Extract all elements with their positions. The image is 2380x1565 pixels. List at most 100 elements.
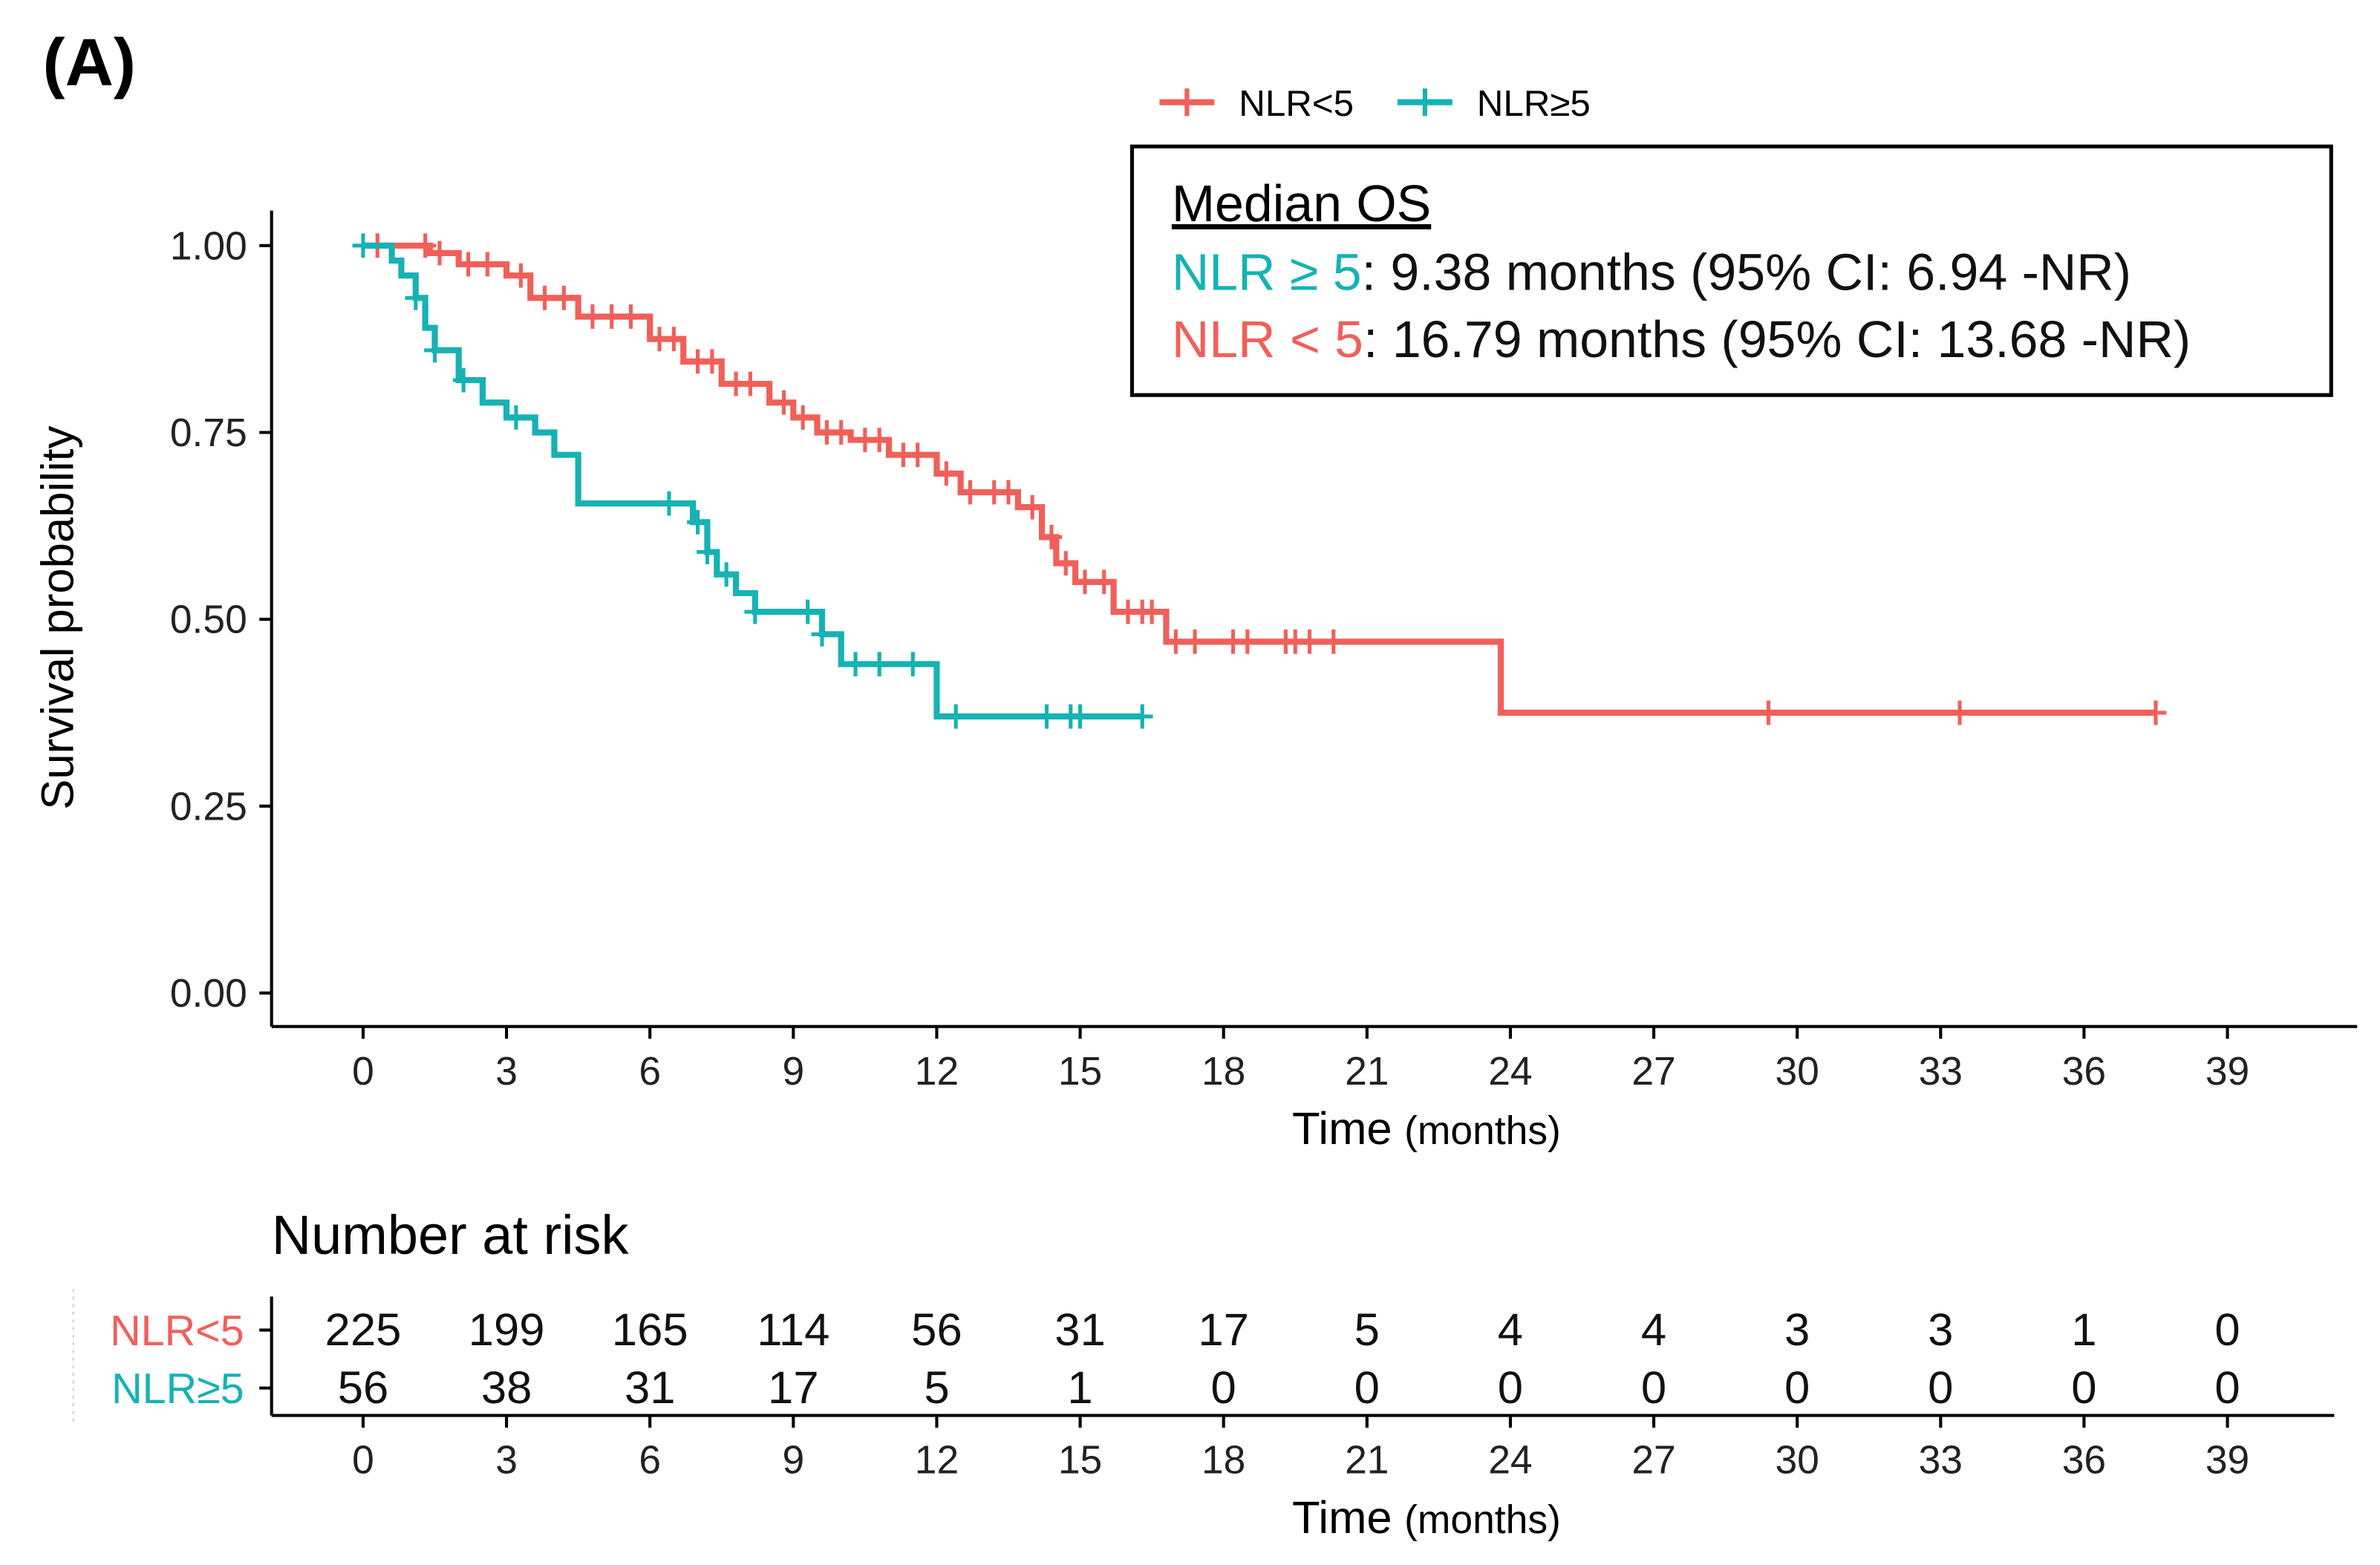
risk-value-nlr-ge5: 0 bbox=[1354, 1362, 1380, 1414]
x-tick-label: 30 bbox=[1775, 1050, 1819, 1094]
x-tick-label: 0 bbox=[352, 1050, 374, 1094]
censor-mark-nlr-lt5 bbox=[1299, 629, 1320, 654]
censor-mark-nlr-lt5 bbox=[868, 428, 890, 452]
risk-x-tick-label: 39 bbox=[2205, 1439, 2249, 1483]
risk-value-nlr-ge5: 56 bbox=[338, 1362, 389, 1414]
y-tick-label: 0.25 bbox=[170, 785, 247, 829]
censor-mark-nlr-lt5 bbox=[773, 390, 795, 415]
censor-mark-nlr-ge5 bbox=[902, 652, 924, 677]
censor-mark-nlr-lt5 bbox=[1054, 551, 1077, 576]
censor-mark-nlr-ge5 bbox=[1069, 704, 1091, 729]
median-os-title: Median OS bbox=[1172, 174, 1431, 232]
censor-mark-nlr-ge5 bbox=[352, 233, 374, 258]
risk-value-nlr-ge5: 0 bbox=[1784, 1362, 1810, 1414]
risk-x-tick-label: 18 bbox=[1202, 1439, 1245, 1483]
risk-x-axis-label: Time (months) bbox=[1292, 1492, 1561, 1543]
censor-mark-nlr-lt5 bbox=[414, 233, 437, 258]
censor-mark-nlr-lt5 bbox=[1040, 524, 1063, 549]
risk-value-nlr-ge5: 0 bbox=[1498, 1362, 1523, 1414]
median-os-line-ge5: NLR ≥ 5: 9.38 months (95% CI: 6.94 -NR) bbox=[1172, 243, 2131, 301]
censor-mark-nlr-lt5 bbox=[935, 461, 957, 486]
censor-mark-nlr-lt5 bbox=[476, 252, 498, 277]
censor-mark-nlr-ge5 bbox=[658, 491, 680, 516]
risk-value-nlr-ge5: 0 bbox=[2214, 1362, 2240, 1414]
censor-mark-nlr-ge5 bbox=[715, 562, 737, 587]
risk-value-nlr-ge5: 31 bbox=[625, 1362, 676, 1414]
risk-value-nlr-ge5: 5 bbox=[924, 1362, 949, 1414]
y-tick-label: 0.00 bbox=[170, 972, 247, 1016]
risk-x-tick-label: 6 bbox=[639, 1439, 661, 1483]
risk-x-tick-label: 21 bbox=[1345, 1439, 1389, 1483]
x-tick-label: 21 bbox=[1345, 1050, 1389, 1094]
censor-mark-nlr-ge5 bbox=[405, 285, 427, 310]
censor-mark-nlr-lt5 bbox=[959, 480, 981, 505]
risk-value-nlr-lt5: 4 bbox=[1641, 1304, 1666, 1356]
risk-value-nlr-ge5: 0 bbox=[1928, 1362, 1953, 1414]
censor-mark-nlr-ge5 bbox=[945, 704, 967, 729]
censor-mark-nlr-ge5 bbox=[424, 338, 446, 363]
risk-value-nlr-lt5: 5 bbox=[1354, 1304, 1380, 1356]
x-tick-label: 9 bbox=[782, 1050, 804, 1094]
risk-value-nlr-ge5: 17 bbox=[768, 1362, 819, 1414]
risk-value-nlr-lt5: 3 bbox=[1928, 1304, 1953, 1356]
x-tick-label: 39 bbox=[2205, 1050, 2249, 1094]
censor-mark-nlr-ge5 bbox=[452, 367, 475, 393]
censor-mark-nlr-lt5 bbox=[1758, 700, 1779, 725]
censor-mark-nlr-ge5 bbox=[844, 652, 867, 677]
x-ticks: 0 3 6 9 12 15 18 21 24 27 30 33 36 39 bbox=[352, 1026, 2249, 1094]
risk-value-nlr-lt5: 31 bbox=[1054, 1304, 1106, 1356]
censor-mark-nlr-ge5 bbox=[797, 599, 819, 624]
censor-mark-nlr-ge5 bbox=[687, 509, 708, 535]
censor-mark-nlr-lt5 bbox=[997, 480, 1020, 505]
risk-value-nlr-lt5: 0 bbox=[2214, 1304, 2240, 1356]
risk-x-tick-label: 9 bbox=[782, 1439, 804, 1483]
y-axis-label: Survival probability bbox=[33, 425, 84, 809]
censor-mark-nlr-lt5 bbox=[1949, 700, 1971, 725]
risk-x-tick-label: 33 bbox=[1919, 1439, 1963, 1483]
risk-x-tick-label: 3 bbox=[495, 1439, 518, 1483]
censor-mark-nlr-lt5 bbox=[457, 252, 479, 277]
x-tick-label: 15 bbox=[1058, 1050, 1102, 1094]
risk-value-nlr-lt5: 199 bbox=[469, 1304, 545, 1356]
y-ticks: 0.00 0.25 0.50 0.75 1.00 bbox=[170, 224, 272, 1016]
censor-mark-nlr-lt5 bbox=[701, 349, 723, 374]
survival-curves bbox=[352, 233, 2167, 729]
x-tick-label: 18 bbox=[1202, 1050, 1245, 1094]
censor-mark-nlr-lt5 bbox=[1141, 599, 1163, 624]
risk-value-nlr-ge5: 38 bbox=[481, 1362, 532, 1414]
censor-mark-nlr-lt5 bbox=[428, 241, 451, 266]
censor-mark-nlr-lt5 bbox=[510, 263, 532, 288]
censor-mark-nlr-lt5 bbox=[552, 285, 575, 310]
risk-table-title: Number at risk bbox=[272, 1204, 630, 1266]
censor-mark-nlr-lt5 bbox=[830, 420, 852, 445]
median-os-box: Median OS NLR ≥ 5: 9.38 months (95% CI: … bbox=[1129, 144, 2333, 397]
median-os-line-lt5: NLR < 5: 16.79 months (95% CI: 13.68 -NR… bbox=[1172, 310, 2191, 368]
censor-mark-nlr-lt5 bbox=[740, 371, 761, 396]
risk-value-nlr-lt5: 17 bbox=[1198, 1304, 1249, 1356]
censor-mark-nlr-lt5 bbox=[1323, 629, 1345, 654]
censor-mark-nlr-ge5 bbox=[811, 621, 833, 647]
censor-mark-nlr-lt5 bbox=[1184, 629, 1206, 654]
censor-mark-nlr-lt5 bbox=[620, 304, 642, 329]
censor-mark-nlr-lt5 bbox=[663, 327, 685, 352]
censor-mark-nlr-ge5 bbox=[1036, 704, 1057, 729]
censor-mark-nlr-lt5 bbox=[534, 285, 555, 310]
risk-x-tick-label: 15 bbox=[1058, 1439, 1102, 1483]
censor-mark-nlr-lt5 bbox=[1093, 569, 1115, 595]
y-tick-label: 0.50 bbox=[170, 598, 247, 642]
x-tick-label: 36 bbox=[2062, 1050, 2106, 1094]
x-tick-label: 33 bbox=[1919, 1050, 1963, 1094]
censor-mark-nlr-lt5 bbox=[792, 405, 814, 430]
censor-mark-nlr-ge5 bbox=[1131, 704, 1153, 729]
x-axis-label: Time (months) bbox=[1292, 1103, 1561, 1154]
censor-mark-nlr-lt5 bbox=[2145, 700, 2167, 725]
censor-mark-nlr-lt5 bbox=[1074, 569, 1096, 595]
risk-x-tick-label: 27 bbox=[1631, 1439, 1675, 1483]
y-tick-label: 0.75 bbox=[170, 411, 247, 455]
censor-mark-nlr-ge5 bbox=[868, 652, 890, 677]
risk-value-nlr-lt5: 56 bbox=[911, 1304, 962, 1356]
censor-mark-nlr-ge5 bbox=[505, 405, 527, 430]
risk-x-tick-label: 30 bbox=[1775, 1439, 1819, 1483]
risk-value-nlr-lt5: 4 bbox=[1498, 1304, 1523, 1356]
legend-label-nlr-lt5: NLR<5 bbox=[1239, 83, 1354, 124]
